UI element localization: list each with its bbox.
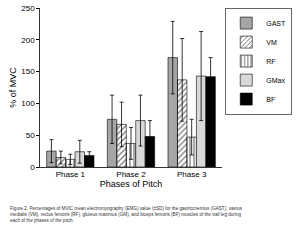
svg-text:VM: VM [266, 39, 277, 46]
svg-text:0: 0 [30, 163, 35, 172]
svg-text:GAST: GAST [266, 20, 286, 27]
svg-text:Phase 3: Phase 3 [177, 170, 207, 179]
svg-text:% of MVC: % of MVC [8, 67, 18, 108]
svg-text:50: 50 [26, 131, 35, 140]
svg-text:RF: RF [266, 58, 275, 65]
svg-text:Phase 2: Phase 2 [116, 170, 146, 179]
svg-text:BF: BF [266, 96, 275, 103]
svg-text:200: 200 [21, 36, 35, 45]
svg-text:GMax: GMax [266, 77, 285, 84]
svg-text:100: 100 [21, 99, 35, 108]
svg-text:Phase 1: Phase 1 [56, 170, 86, 179]
svg-text:Figure 2. Percentages of MVIC: Figure 2. Percentages of MVIC mean elect… [10, 206, 243, 223]
svg-text:150: 150 [21, 67, 35, 76]
svg-text:Phases of Pitch: Phases of Pitch [100, 179, 163, 189]
svg-text:250: 250 [21, 4, 35, 13]
